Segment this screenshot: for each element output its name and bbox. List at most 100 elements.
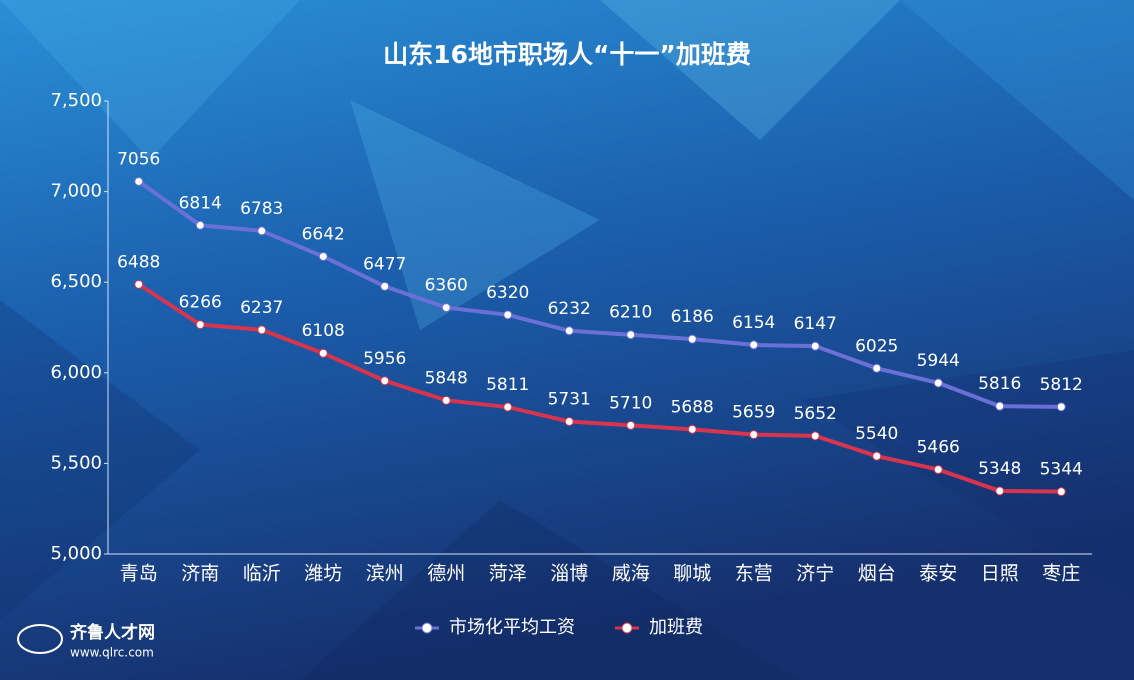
data-label: 5944 xyxy=(917,351,960,371)
data-label: 5812 xyxy=(1040,375,1083,395)
data-label: 5816 xyxy=(978,374,1021,394)
x-tick-label: 淄博 xyxy=(550,563,588,585)
logo: 齐鲁人才网 www.qlrc.com xyxy=(17,622,155,660)
data-label: 6232 xyxy=(548,299,591,319)
data-label: 5348 xyxy=(978,459,1021,479)
data-point xyxy=(441,395,451,405)
data-point xyxy=(318,251,328,261)
x-tick-label: 临沂 xyxy=(243,563,281,585)
legend-label: 市场化平均工资 xyxy=(449,617,575,638)
data-label: 5659 xyxy=(732,403,775,423)
y-tick-label: 5,500 xyxy=(50,452,102,473)
data-point xyxy=(810,341,820,351)
data-point xyxy=(195,320,205,330)
data-label: 6488 xyxy=(117,252,160,272)
data-label: 5731 xyxy=(548,390,591,410)
data-label: 6154 xyxy=(732,313,775,333)
y-tick-label: 7,500 xyxy=(50,90,102,111)
x-tick-label: 枣庄 xyxy=(1042,563,1080,585)
data-point xyxy=(380,281,390,291)
x-tick-label: 威海 xyxy=(612,563,650,585)
y-tick-label: 5,000 xyxy=(50,543,102,564)
x-tick-label: 东营 xyxy=(735,563,773,585)
data-point xyxy=(749,340,759,350)
data-label: 7056 xyxy=(117,149,160,169)
data-point xyxy=(626,420,636,430)
x-tick-label: 泰安 xyxy=(919,563,957,585)
data-label: 6210 xyxy=(609,303,652,323)
data-point xyxy=(749,430,759,440)
data-label: 5848 xyxy=(425,368,468,388)
x-tick-label: 济南 xyxy=(181,563,219,585)
data-point xyxy=(933,378,943,388)
data-label: 6642 xyxy=(302,224,345,244)
data-point xyxy=(626,330,636,340)
data-label: 5688 xyxy=(671,397,714,417)
y-tick-label: 6,000 xyxy=(50,362,102,383)
data-point xyxy=(503,310,513,320)
data-point xyxy=(933,465,943,475)
data-label: 5652 xyxy=(794,404,837,424)
data-point xyxy=(441,303,451,313)
y-tick-label: 7,000 xyxy=(50,181,102,202)
data-label: 6237 xyxy=(240,298,283,318)
data-label: 6814 xyxy=(179,193,222,213)
x-tick-label: 烟台 xyxy=(858,563,896,585)
data-point xyxy=(995,486,1005,496)
data-label: 5540 xyxy=(855,424,898,444)
data-label: 5710 xyxy=(609,393,652,413)
series-line xyxy=(137,282,1062,494)
data-point xyxy=(687,424,697,434)
data-label: 6783 xyxy=(240,199,283,219)
x-tick-label: 济宁 xyxy=(796,563,834,585)
legend-label: 加班费 xyxy=(649,617,703,638)
data-label: 6108 xyxy=(302,321,345,341)
data-point xyxy=(995,401,1005,411)
data-label: 5466 xyxy=(917,438,960,458)
logo-name: 齐鲁人才网 xyxy=(70,622,155,643)
data-point xyxy=(195,220,205,230)
data-point xyxy=(687,334,697,344)
data-point xyxy=(1056,487,1066,497)
data-point xyxy=(134,176,144,186)
data-label: 5956 xyxy=(363,349,406,369)
data-label: 6186 xyxy=(671,307,714,327)
data-point xyxy=(257,226,267,236)
data-label: 5811 xyxy=(486,375,529,395)
data-point xyxy=(318,348,328,358)
x-tick-label: 菏泽 xyxy=(489,563,527,585)
data-point xyxy=(872,363,882,373)
logo-url: www.qlrc.com xyxy=(70,646,154,660)
data-label: 6477 xyxy=(363,254,406,274)
chart-title: 山东16地市职场人“十一”加班费 xyxy=(383,40,751,69)
series-line xyxy=(137,179,1062,409)
x-tick-label: 日照 xyxy=(981,563,1019,585)
x-tick-label: 聊城 xyxy=(673,563,711,585)
y-tick-label: 6,500 xyxy=(50,271,102,292)
logo-icon xyxy=(17,624,63,654)
data-label: 5344 xyxy=(1040,460,1083,480)
data-point xyxy=(380,376,390,386)
data-point xyxy=(257,325,267,335)
data-label: 6266 xyxy=(179,293,222,313)
data-point xyxy=(564,326,574,336)
legend-marker xyxy=(421,622,433,634)
data-point xyxy=(872,451,882,461)
data-label: 6147 xyxy=(794,314,837,334)
data-label: 6320 xyxy=(486,283,529,303)
data-label: 6360 xyxy=(425,276,468,296)
x-tick-label: 德州 xyxy=(427,563,465,585)
data-point xyxy=(134,279,144,289)
x-tick-label: 潍坊 xyxy=(304,563,342,585)
x-tick-label: 滨州 xyxy=(366,563,404,585)
data-point xyxy=(564,417,574,427)
x-tick-label: 青岛 xyxy=(120,563,158,585)
data-point xyxy=(1056,402,1066,412)
data-label: 6025 xyxy=(855,336,898,356)
legend-marker xyxy=(621,622,633,634)
data-point xyxy=(503,402,513,412)
data-point xyxy=(810,431,820,441)
